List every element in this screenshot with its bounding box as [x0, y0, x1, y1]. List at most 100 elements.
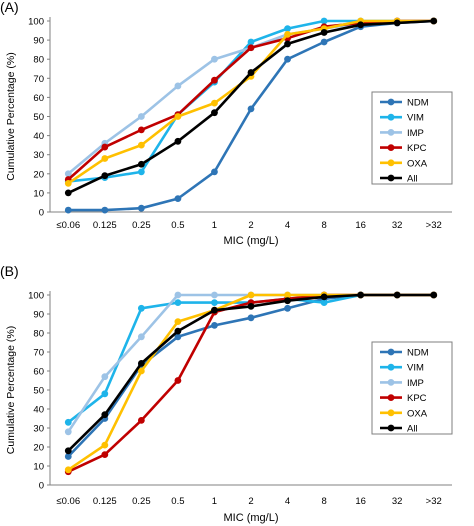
data-point-vim [137, 304, 145, 312]
y-axis-label: Cumulative Percentage (%) [5, 326, 17, 454]
y-tick-label: 50 [33, 386, 44, 397]
data-point-kpc [247, 44, 255, 52]
x-tick-label: 2 [248, 496, 253, 507]
x-tick-label: 8 [321, 496, 326, 507]
x-tick-label: 32 [392, 220, 403, 231]
legend-label-all: All [407, 174, 418, 185]
data-point-oxa [284, 30, 291, 38]
x-axis-label: MIC (mg/L) [224, 235, 279, 247]
data-point-ndm [174, 333, 182, 341]
x-tick-label: 1 [212, 220, 217, 231]
legend-swatch-marker [387, 394, 395, 401]
panel-b-chart: (B) 0 10 20 30 40 50 60 70 80 90 100 ≤0.06 0.125 0.25 0… [0, 263, 453, 524]
data-point-all [357, 21, 365, 29]
x-tick-label: 16 [355, 220, 366, 231]
x-tick-label: 0.25 [132, 496, 151, 507]
y-axis-label: Cumulative Percentage (%) [5, 52, 17, 180]
legend-label-imp: IMP [407, 378, 424, 389]
data-point-all [393, 291, 401, 299]
data-point-all [357, 291, 365, 299]
legend-swatch-marker [387, 174, 395, 182]
data-point-imp [137, 113, 145, 120]
y-tick-label: 10 [33, 188, 44, 199]
data-point-imp [211, 55, 218, 63]
data-point-all [320, 293, 328, 301]
y-tick-label: 50 [33, 112, 44, 123]
legend-swatch-marker [387, 129, 395, 136]
data-point-all [430, 17, 438, 25]
data-point-oxa [211, 99, 218, 107]
data-point-all [64, 447, 72, 455]
legend-label-vim: VIM [407, 363, 424, 374]
legend-swatch-marker [387, 98, 395, 106]
y-tick-label: 70 [33, 348, 44, 359]
legend-label-all: All [407, 424, 418, 435]
x-tick-label: 32 [392, 496, 403, 507]
y-tick-label: 40 [33, 131, 44, 142]
data-point-ndm [247, 105, 255, 113]
data-point-all [247, 303, 255, 310]
legend-label-vim: VIM [407, 113, 424, 124]
legend-swatch-marker [387, 363, 395, 371]
x-tick-label: 16 [355, 496, 366, 507]
y-tick-label: 0 [39, 481, 44, 492]
data-point-all [137, 360, 145, 367]
legend-swatch-marker [387, 159, 395, 167]
data-point-ndm [64, 206, 72, 214]
data-point-imp [137, 333, 145, 341]
legend-swatch-marker [387, 409, 395, 417]
legend-label-ndm: NDM [407, 348, 429, 359]
legend-label-imp: IMP [407, 128, 424, 139]
legend-label-kpc: KPC [407, 143, 427, 154]
data-point-ndm [101, 206, 109, 214]
x-tick-label: 4 [285, 220, 290, 231]
data-point-kpc [137, 417, 145, 424]
legend-label-kpc: KPC [407, 393, 427, 404]
data-point-ndm [211, 322, 218, 329]
data-point-imp [64, 428, 72, 436]
x-tick-label: 0.125 [93, 220, 117, 231]
x-tick-label: >32 [426, 220, 442, 231]
data-point-kpc [101, 143, 109, 151]
x-tick-label: 1 [212, 496, 217, 507]
x-tick-label: 0.5 [171, 220, 184, 231]
y-tick-label: 100 [28, 17, 44, 28]
data-point-all [247, 69, 255, 76]
y-tick-label: 80 [33, 329, 44, 340]
y-tick-label: 30 [33, 424, 44, 435]
data-point-all [211, 306, 218, 314]
data-point-oxa [174, 113, 182, 120]
data-point-kpc [101, 451, 109, 458]
x-tick-label: 2 [248, 220, 253, 231]
data-point-kpc [174, 377, 182, 384]
data-point-all [320, 29, 328, 36]
data-point-imp [64, 170, 72, 178]
data-point-all [393, 19, 401, 27]
data-point-oxa [137, 141, 145, 149]
data-point-oxa [101, 155, 109, 162]
data-point-ndm [211, 168, 218, 176]
legend-label-oxa: OXA [407, 408, 428, 419]
data-point-all [137, 160, 145, 168]
legend-label-ndm: NDM [407, 98, 429, 109]
data-point-oxa [284, 291, 291, 299]
y-tick-label: 30 [33, 150, 44, 161]
data-point-all [101, 172, 109, 180]
data-point-oxa [64, 179, 72, 187]
x-axis-label: MIC (mg/L) [224, 512, 279, 524]
y-tick-label: 80 [33, 55, 44, 66]
x-tick-label: ≤0.06 [56, 220, 80, 231]
data-point-vim [101, 390, 109, 398]
legend-swatch-marker [387, 348, 395, 356]
data-point-oxa [64, 466, 72, 474]
y-tick-label: 60 [33, 93, 44, 104]
data-point-oxa [137, 367, 145, 375]
x-tick-label: ≤0.06 [56, 496, 80, 507]
data-point-vim [174, 299, 182, 306]
data-point-ndm [64, 453, 72, 460]
panel-label: (B) [0, 263, 19, 279]
data-point-ndm [284, 55, 291, 63]
y-tick-label: 60 [33, 367, 44, 378]
data-point-ndm [320, 38, 328, 46]
